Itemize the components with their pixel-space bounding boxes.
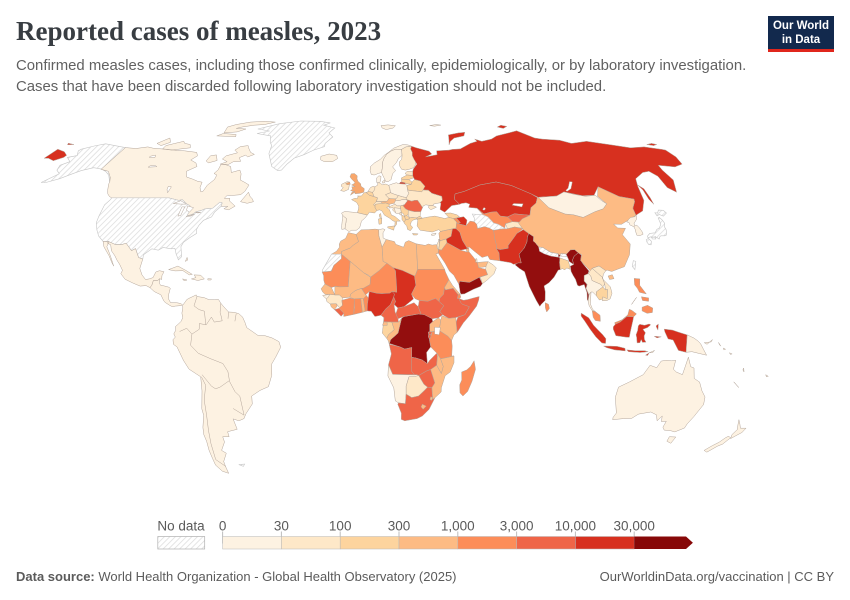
- svg-text:No data: No data: [157, 519, 205, 534]
- svg-text:10,000: 10,000: [555, 519, 596, 534]
- svg-text:300: 300: [388, 519, 411, 534]
- svg-text:100: 100: [329, 519, 352, 534]
- svg-text:1,000: 1,000: [441, 519, 475, 534]
- svg-text:0: 0: [219, 519, 227, 534]
- svg-text:30,000: 30,000: [614, 519, 655, 534]
- svg-text:30: 30: [274, 519, 289, 534]
- svg-text:3,000: 3,000: [500, 519, 534, 534]
